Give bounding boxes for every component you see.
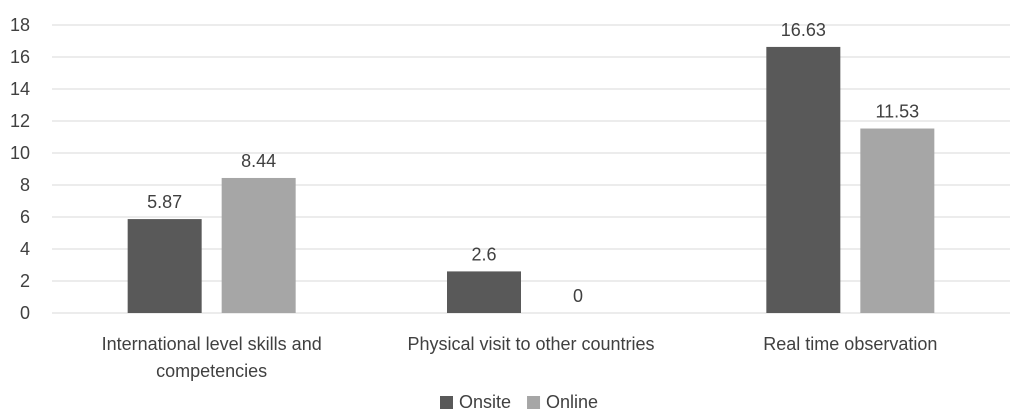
data-label: 16.63 bbox=[781, 20, 826, 40]
data-label: 2.6 bbox=[471, 244, 496, 264]
y-tick-label: 0 bbox=[20, 303, 30, 323]
data-label: 11.53 bbox=[875, 102, 919, 122]
y-tick-label: 2 bbox=[20, 271, 30, 291]
legend: Onsite Online bbox=[440, 392, 598, 412]
y-tick-label: 14 bbox=[10, 79, 30, 99]
x-category-label: Real time observation bbox=[763, 334, 937, 354]
bar-online bbox=[860, 128, 935, 313]
data-labels: 5.87 8.44 2.6 0 16.63 11.53 bbox=[147, 20, 919, 306]
data-label: 0 bbox=[573, 286, 583, 306]
bar-onsite bbox=[447, 271, 521, 313]
bar-online bbox=[221, 177, 296, 313]
y-tick-label: 10 bbox=[10, 143, 30, 163]
gridlines bbox=[52, 24, 1010, 314]
y-tick-label: 6 bbox=[20, 207, 30, 227]
y-axis: 0 2 4 6 8 10 12 14 16 18 bbox=[10, 15, 30, 323]
x-category-label: International level skills and bbox=[102, 334, 322, 354]
legend-swatch-onsite bbox=[440, 396, 453, 409]
x-axis: International level skills and competenci… bbox=[102, 334, 938, 381]
data-label: 5.87 bbox=[147, 192, 182, 212]
bar-onsite bbox=[766, 46, 841, 314]
data-label: 8.44 bbox=[241, 151, 276, 171]
bar-onsite bbox=[127, 219, 202, 313]
legend-swatch-online bbox=[527, 396, 541, 409]
x-category-label: competencies bbox=[156, 361, 267, 381]
y-tick-label: 16 bbox=[10, 47, 30, 67]
y-tick-label: 8 bbox=[20, 175, 30, 195]
y-tick-label: 4 bbox=[20, 239, 30, 259]
legend-label-online: Online bbox=[546, 392, 598, 412]
y-tick-label: 12 bbox=[10, 111, 30, 131]
y-tick-label: 18 bbox=[10, 15, 30, 35]
x-category-label: Physical visit to other countries bbox=[407, 334, 654, 354]
bars bbox=[127, 46, 935, 314]
legend-label-onsite: Onsite bbox=[459, 392, 511, 412]
